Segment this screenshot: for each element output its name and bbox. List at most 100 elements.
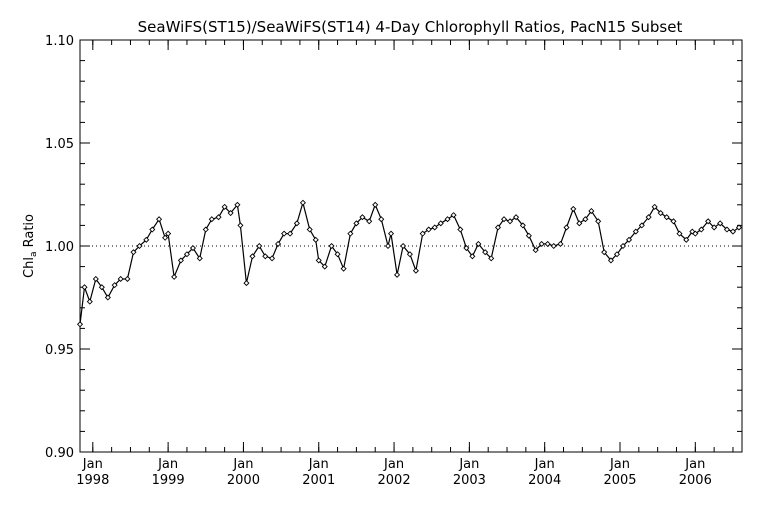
data-point-30	[256, 242, 263, 250]
data-point-96	[663, 214, 670, 221]
data-point-74	[525, 232, 532, 239]
data-point-71	[506, 218, 514, 225]
data-point-5	[104, 294, 111, 301]
data-point-82	[576, 220, 583, 227]
data-point-94	[651, 203, 658, 210]
data-point-43	[334, 251, 341, 258]
data-point-102	[698, 226, 705, 233]
data-point-47	[359, 214, 366, 221]
data-point-4	[98, 284, 105, 291]
data-point-90	[625, 236, 633, 243]
series-line	[79, 200, 740, 325]
y-tick-label-4: 1.10	[45, 34, 74, 49]
data-point-46	[353, 220, 360, 227]
x-tick-year-7: 2005	[603, 473, 636, 488]
y-tick-label-0: 0.90	[45, 446, 74, 461]
x-tick-year-4: 2002	[378, 473, 411, 488]
data-point-57	[419, 230, 426, 237]
data-point-35	[287, 230, 294, 237]
data-point-23	[215, 214, 222, 221]
data-point-41	[321, 263, 328, 270]
data-point-39	[312, 236, 319, 243]
data-point-68	[488, 255, 495, 262]
data-point-9	[130, 249, 137, 256]
x-tick-month-6: Jan	[534, 457, 555, 472]
x-tick-year-2: 2000	[227, 473, 260, 488]
data-point-1	[81, 284, 88, 291]
data-point-27	[237, 222, 244, 229]
data-point-7	[117, 275, 124, 282]
plot-frame	[79, 39, 743, 453]
data-point-15	[165, 230, 172, 237]
data-point-60	[437, 220, 444, 227]
data-point-54	[400, 242, 407, 250]
data-point-77	[544, 240, 551, 247]
data-point-26	[234, 201, 241, 208]
data-point-67	[482, 249, 489, 256]
data-point-50	[378, 216, 385, 223]
data-point-17	[177, 257, 184, 264]
data-point-91	[632, 228, 639, 235]
data-point-20	[196, 255, 203, 262]
data-point-52	[388, 230, 395, 237]
data-point-11	[143, 236, 150, 243]
data-point-76	[538, 240, 545, 247]
data-point-92	[638, 222, 645, 229]
data-point-21	[202, 226, 209, 233]
data-point-51	[384, 242, 392, 250]
data-point-2	[86, 298, 93, 305]
x-tick-month-2: Jan	[232, 457, 253, 472]
data-point-18	[183, 251, 190, 258]
data-point-106	[723, 226, 730, 233]
data-point-89	[619, 242, 627, 250]
data-point-65	[469, 253, 476, 260]
data-point-69	[494, 224, 502, 231]
y-tick-label-1: 0.95	[45, 343, 74, 358]
data-point-0	[76, 321, 84, 328]
data-point-53	[394, 271, 401, 278]
y-axis-label-main: Chl	[22, 257, 37, 278]
y-tick-label-2: 1.00	[45, 240, 74, 255]
data-point-8	[124, 275, 131, 282]
y-axis-ticks: 0.90 0.95 1.00 1.05 1.10	[45, 34, 742, 461]
data-point-75	[532, 247, 539, 254]
x-tick-month-0: Jan	[82, 457, 103, 472]
data-point-36	[293, 220, 300, 227]
data-point-33	[275, 240, 282, 247]
x-tick-month-3: Jan	[308, 457, 329, 472]
data-point-13	[156, 216, 163, 223]
data-point-49	[372, 201, 379, 208]
data-point-107	[729, 228, 736, 235]
x-tick-month-4: Jan	[383, 457, 404, 472]
y-axis-label-rest: Ratio	[22, 214, 37, 252]
x-tick-year-3: 2001	[302, 473, 335, 488]
data-point-83	[582, 216, 589, 223]
data-point-10	[136, 242, 143, 250]
data-point-73	[519, 222, 526, 229]
data-point-93	[645, 214, 652, 221]
y-axis-label: Chla Ratio	[22, 214, 39, 278]
data-point-85	[595, 218, 602, 225]
data-point-58	[425, 226, 432, 233]
data-point-42	[328, 242, 335, 250]
x-tick-month-5: Jan	[458, 457, 479, 472]
data-point-101	[692, 230, 699, 237]
data-point-6	[111, 282, 118, 289]
data-point-61	[444, 216, 451, 223]
data-point-88	[613, 251, 621, 258]
data-point-105	[717, 220, 724, 227]
x-tick-month-8: Jan	[684, 457, 705, 472]
data-point-99	[683, 236, 690, 243]
x-tick-month-7: Jan	[609, 457, 630, 472]
data-point-25	[227, 210, 234, 217]
data-point-86	[601, 249, 608, 256]
x-tick-year-1: 1999	[152, 473, 185, 488]
x-tick-month-1: Jan	[157, 457, 178, 472]
data-point-55	[406, 251, 413, 258]
x-tick-year-0: 1998	[76, 473, 109, 488]
data-point-81	[570, 205, 577, 212]
x-tick-year-6: 2004	[528, 473, 561, 488]
data-point-37	[299, 199, 306, 206]
data-point-24	[221, 203, 228, 210]
